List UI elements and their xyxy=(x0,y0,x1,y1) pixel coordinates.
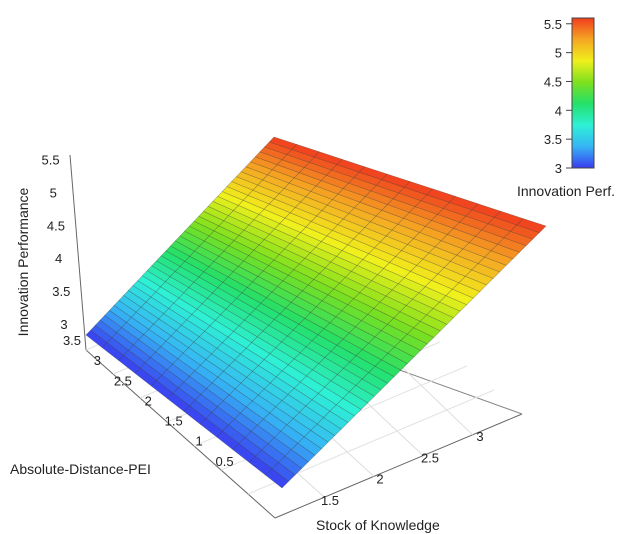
x-tick-label: 2.5 xyxy=(421,450,439,465)
colorbar-tick-label: 5.5 xyxy=(544,17,562,32)
colorbar-tick-label: 3.5 xyxy=(544,132,562,147)
z-tick-label: 4.5 xyxy=(47,218,65,233)
x-tick-label: 2 xyxy=(376,472,383,487)
colorbar: 3 3.5 4 4.5 5 5.5 xyxy=(544,17,595,176)
colorbar-gradient xyxy=(571,17,595,169)
x-tick-label: 3 xyxy=(476,429,483,444)
y-tick-label: 1.5 xyxy=(165,414,183,429)
x-axis-title: Stock of Knowledge xyxy=(316,517,440,533)
z-axis-line xyxy=(69,154,87,351)
colorbar-tick-label: 4.5 xyxy=(544,74,562,89)
z-tick-label: 4 xyxy=(55,251,62,266)
z-tick-label: 3.5 xyxy=(52,284,70,299)
z-tick-label: 5.5 xyxy=(41,153,59,168)
y-tick-label: 2.5 xyxy=(114,373,132,388)
colorbar-tick-label: 3 xyxy=(555,161,562,176)
colorbar-tick-label: 5 xyxy=(555,46,562,61)
y-tick-label: 3 xyxy=(94,353,101,368)
colorbar-title: Innovation Perf. xyxy=(517,183,615,199)
z-axis-title: Innovation Performance xyxy=(15,187,31,336)
y-axis-line xyxy=(85,349,276,519)
surface-plot xyxy=(85,136,547,489)
y-tick-label: 0.5 xyxy=(216,454,234,469)
surface-cell xyxy=(516,218,547,233)
y-tick-label: 1 xyxy=(196,434,203,449)
axis-ticks: 33.544.555.50.511.522.533.51.522.53 xyxy=(41,153,483,508)
z-tick-label: 3 xyxy=(60,317,67,332)
y-tick-label: 2 xyxy=(145,393,152,408)
y-axis-title: Absolute-Distance-PEI xyxy=(10,461,151,477)
colorbar-tick-label: 4 xyxy=(555,103,562,118)
y-tick-label: 3.5 xyxy=(63,333,81,348)
x-axis-line xyxy=(274,413,523,519)
x-tick-label: 1.5 xyxy=(321,493,339,508)
z-tick-label: 5 xyxy=(50,185,57,200)
